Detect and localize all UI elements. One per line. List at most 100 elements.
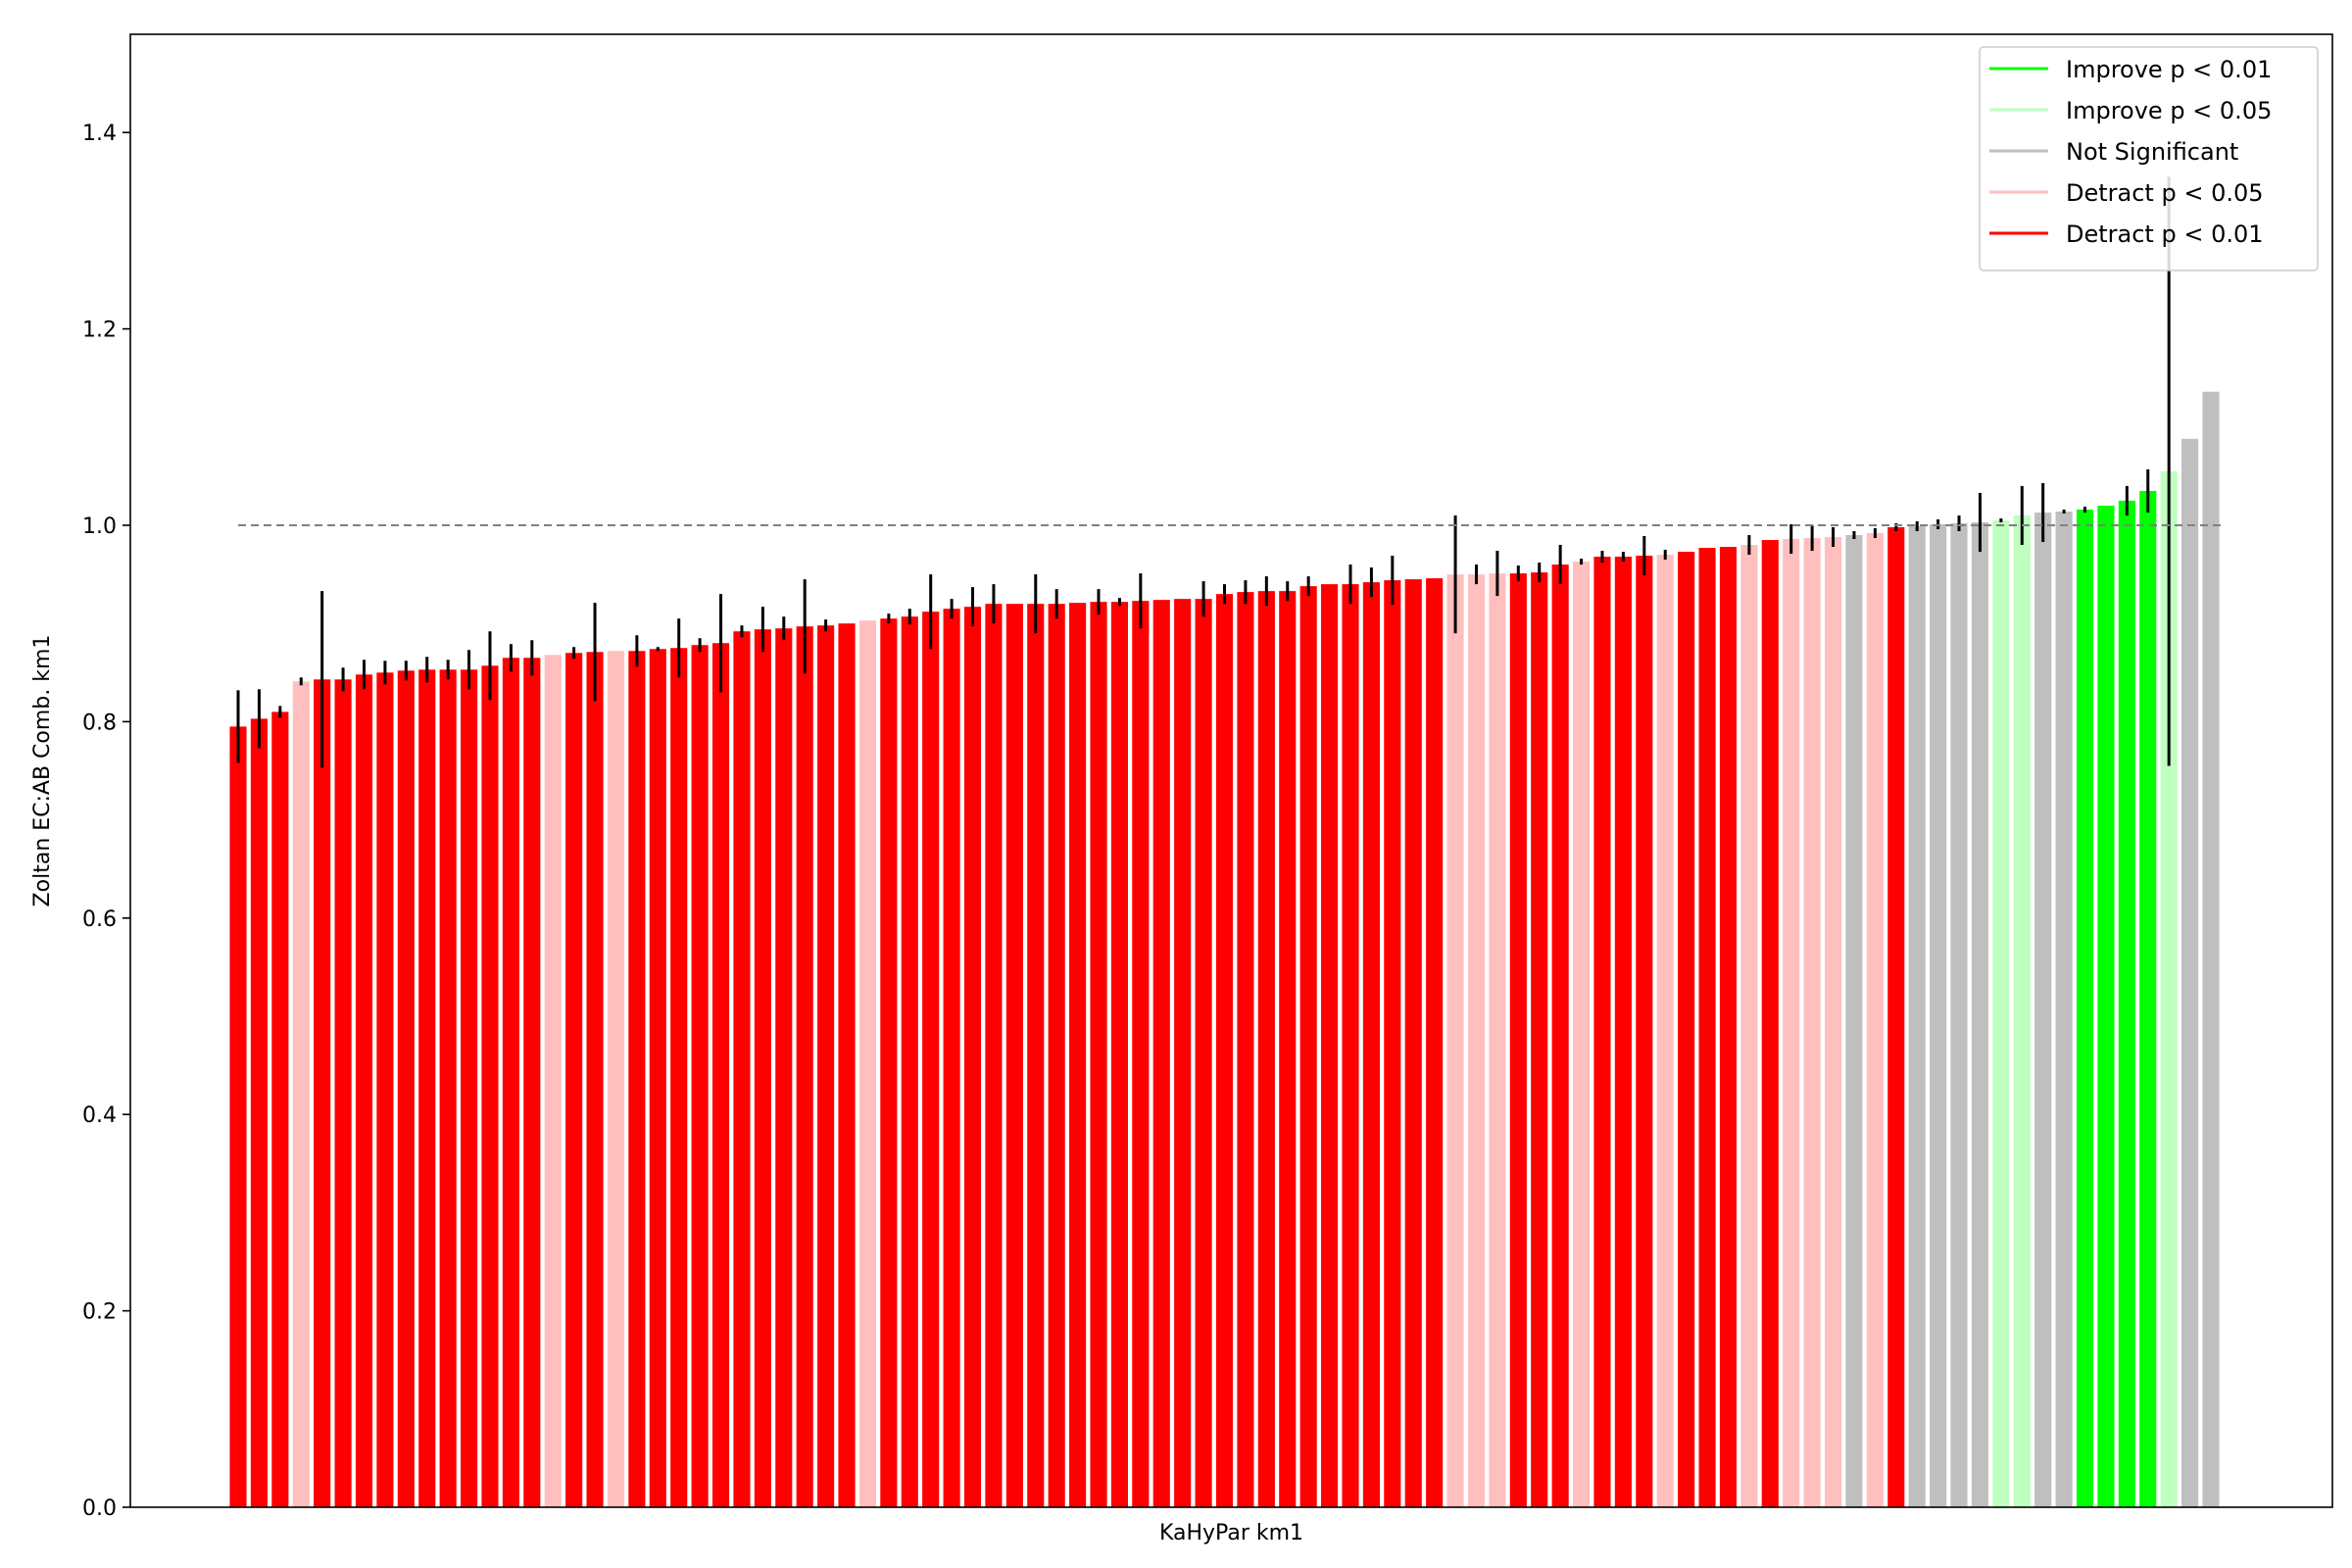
bar — [901, 616, 918, 1507]
bar — [565, 653, 583, 1507]
legend-label: Detract p < 0.01 — [2066, 220, 2264, 248]
bar — [2034, 512, 2052, 1507]
bar — [1362, 582, 1380, 1507]
bar — [460, 669, 478, 1507]
bar — [2013, 514, 2031, 1507]
y-tick-label: 0.2 — [82, 1300, 117, 1325]
bar — [1866, 533, 1884, 1507]
bar — [1404, 579, 1422, 1507]
bar — [1446, 574, 1464, 1507]
bar — [2202, 391, 2220, 1507]
y-tick-label: 1.0 — [82, 514, 117, 539]
bar — [1551, 564, 1569, 1507]
bar — [1803, 538, 1821, 1507]
legend-label: Improve p < 0.05 — [2066, 97, 2272, 124]
bar — [1656, 555, 1674, 1507]
axes-frame — [129, 33, 2333, 1508]
bar — [943, 609, 960, 1507]
bar — [1237, 592, 1254, 1507]
bar — [1110, 602, 1128, 1507]
bar — [439, 669, 457, 1507]
bar — [2160, 470, 2178, 1507]
bar — [1069, 603, 1087, 1507]
bar — [817, 625, 835, 1507]
y-tick-label: 0.4 — [82, 1103, 117, 1128]
bar — [2076, 509, 2094, 1507]
bar — [376, 672, 394, 1507]
bar — [838, 623, 856, 1507]
bar — [523, 658, 541, 1507]
bar — [314, 679, 331, 1507]
bar — [1257, 591, 1275, 1507]
bar — [1887, 527, 1905, 1507]
bar — [1090, 602, 1107, 1507]
bar — [1531, 572, 1548, 1507]
bar — [544, 655, 562, 1507]
bar — [922, 612, 940, 1507]
bar — [1930, 523, 1947, 1507]
bar — [355, 674, 373, 1507]
bar — [1342, 584, 1359, 1507]
bar — [1719, 547, 1738, 1507]
legend-label: Improve p < 0.01 — [2066, 56, 2272, 83]
bar — [985, 604, 1003, 1507]
bar — [2118, 500, 2135, 1508]
bar — [2139, 490, 2157, 1508]
bar — [628, 651, 646, 1507]
bar — [397, 670, 415, 1507]
bar — [733, 631, 751, 1507]
bar — [229, 726, 247, 1507]
bar — [1636, 556, 1653, 1507]
y-axis-label: Zoltan EC:AB Comb. km1 — [30, 635, 55, 907]
bar — [670, 648, 688, 1507]
bar — [1908, 526, 1926, 1507]
y-tick-label: 0.6 — [82, 907, 117, 932]
bar — [334, 679, 352, 1507]
bar — [754, 629, 771, 1507]
bar — [1614, 557, 1632, 1507]
bar — [418, 669, 436, 1507]
y-tick-label: 1.4 — [82, 122, 117, 146]
bar — [2181, 438, 2199, 1508]
bar — [1845, 535, 1863, 1507]
bar — [1048, 604, 1065, 1507]
y-tick-label: 0.0 — [82, 1496, 117, 1521]
bars-layer — [229, 391, 2220, 1508]
bar — [1971, 521, 1989, 1507]
bar — [711, 643, 730, 1507]
bar — [858, 620, 877, 1507]
legend-label: Detract p < 0.05 — [2066, 179, 2264, 207]
bar — [271, 711, 289, 1507]
bar — [1572, 562, 1591, 1507]
bar — [1279, 591, 1297, 1507]
bar — [1783, 539, 1800, 1507]
bar — [502, 658, 519, 1507]
legend-label: Not Significant — [2066, 138, 2238, 166]
bar — [775, 628, 793, 1507]
bar — [1299, 586, 1317, 1507]
bar — [586, 652, 604, 1507]
bar — [1174, 599, 1192, 1507]
bar — [796, 626, 813, 1507]
bar — [880, 618, 898, 1507]
bar — [1509, 573, 1527, 1507]
bar — [1698, 548, 1716, 1507]
bar — [1215, 594, 1234, 1507]
y-tick-label: 0.8 — [82, 710, 117, 735]
x-axis-label: KaHyPar km1 — [1159, 1521, 1303, 1545]
bar — [1593, 557, 1611, 1507]
bar — [963, 607, 982, 1507]
bar — [1824, 537, 1842, 1507]
error-bars-layer — [236, 176, 2171, 768]
legend: Improve p < 0.01 Improve p < 0.05 Not Sign… — [1979, 46, 2319, 271]
bar — [1027, 604, 1045, 1507]
bar — [1740, 545, 1758, 1507]
bar — [481, 665, 499, 1507]
bar — [1152, 600, 1170, 1507]
bar — [1992, 519, 2010, 1507]
bar — [607, 651, 625, 1507]
bar — [2097, 505, 2115, 1507]
bar — [1132, 601, 1150, 1507]
bar — [1678, 552, 1695, 1507]
